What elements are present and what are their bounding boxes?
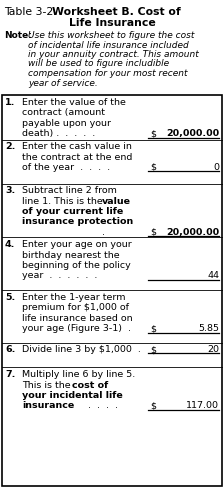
Text: year  .  .  .  .  .  .: year . . . . . . xyxy=(22,271,97,280)
Text: insurance: insurance xyxy=(22,401,74,409)
Text: 7.: 7. xyxy=(5,369,15,378)
Text: beginning of the policy: beginning of the policy xyxy=(22,261,131,269)
Text: of the year  .  .  .  .: of the year . . . . xyxy=(22,163,110,172)
Text: line 1. This is the: line 1. This is the xyxy=(22,196,106,205)
Text: of incidental life insurance included: of incidental life insurance included xyxy=(28,41,189,49)
Text: 20,000.00: 20,000.00 xyxy=(166,129,219,138)
Text: $: $ xyxy=(150,324,156,333)
Text: $: $ xyxy=(150,227,156,237)
Text: 5.: 5. xyxy=(5,292,15,302)
Text: 2.: 2. xyxy=(5,142,15,151)
Text: $: $ xyxy=(150,401,156,409)
Text: life insurance based on: life insurance based on xyxy=(22,313,133,323)
Text: Use this worksheet to figure the cost: Use this worksheet to figure the cost xyxy=(28,31,194,40)
Text: Subtract line 2 from: Subtract line 2 from xyxy=(22,185,117,195)
Text: of your current life: of your current life xyxy=(22,206,123,216)
Text: 117.00: 117.00 xyxy=(186,401,219,409)
Text: contract (amount: contract (amount xyxy=(22,108,105,117)
Text: the contract at the end: the contract at the end xyxy=(22,152,132,161)
Text: 0: 0 xyxy=(213,163,219,172)
Text: This is the: This is the xyxy=(22,380,74,389)
Text: 5.85: 5.85 xyxy=(198,324,219,333)
Text: year of service.: year of service. xyxy=(28,79,98,87)
Text: $: $ xyxy=(150,129,156,138)
Text: .  .  .  .: . . . . xyxy=(82,401,118,409)
Text: .: . xyxy=(102,227,105,237)
Text: Enter your age on your: Enter your age on your xyxy=(22,240,132,248)
Text: 6.: 6. xyxy=(5,345,15,353)
Text: Life Insurance: Life Insurance xyxy=(69,18,155,28)
Text: your age (Figure 3-1)  .: your age (Figure 3-1) . xyxy=(22,324,131,333)
Text: 20: 20 xyxy=(207,345,219,353)
Text: your incidental life: your incidental life xyxy=(22,390,123,399)
Text: cost of: cost of xyxy=(72,380,108,389)
Text: in your annuity contract. This amount: in your annuity contract. This amount xyxy=(28,50,199,59)
Text: Enter the cash value in: Enter the cash value in xyxy=(22,142,132,151)
Text: value: value xyxy=(102,196,131,205)
Text: $: $ xyxy=(150,163,156,172)
Text: 44: 44 xyxy=(207,271,219,280)
Text: 3.: 3. xyxy=(5,185,15,195)
Text: birthday nearest the: birthday nearest the xyxy=(22,250,120,259)
Text: Enter the value of the: Enter the value of the xyxy=(22,98,126,107)
Text: Note:: Note: xyxy=(4,31,32,40)
Text: 20,000.00: 20,000.00 xyxy=(166,227,219,237)
Text: premium for $1,000 of: premium for $1,000 of xyxy=(22,303,129,312)
Text: Table 3-2.: Table 3-2. xyxy=(4,7,64,17)
Text: $: $ xyxy=(150,345,156,353)
Text: payable upon your: payable upon your xyxy=(22,119,111,128)
Text: 4.: 4. xyxy=(5,240,15,248)
Text: will be used to figure includible: will be used to figure includible xyxy=(28,60,169,68)
Text: Multiply line 6 by line 5.: Multiply line 6 by line 5. xyxy=(22,369,135,378)
Text: 1.: 1. xyxy=(5,98,15,107)
Text: Enter the 1-year term: Enter the 1-year term xyxy=(22,292,125,302)
Text: Divide line 3 by $1,000  .: Divide line 3 by $1,000 . xyxy=(22,345,141,353)
Text: insurance protection: insurance protection xyxy=(22,217,133,226)
Text: compensation for your most recent: compensation for your most recent xyxy=(28,69,187,78)
Text: Worksheet B. Cost of: Worksheet B. Cost of xyxy=(52,7,181,17)
Text: death) .  .  .  .  .: death) . . . . . xyxy=(22,129,95,138)
